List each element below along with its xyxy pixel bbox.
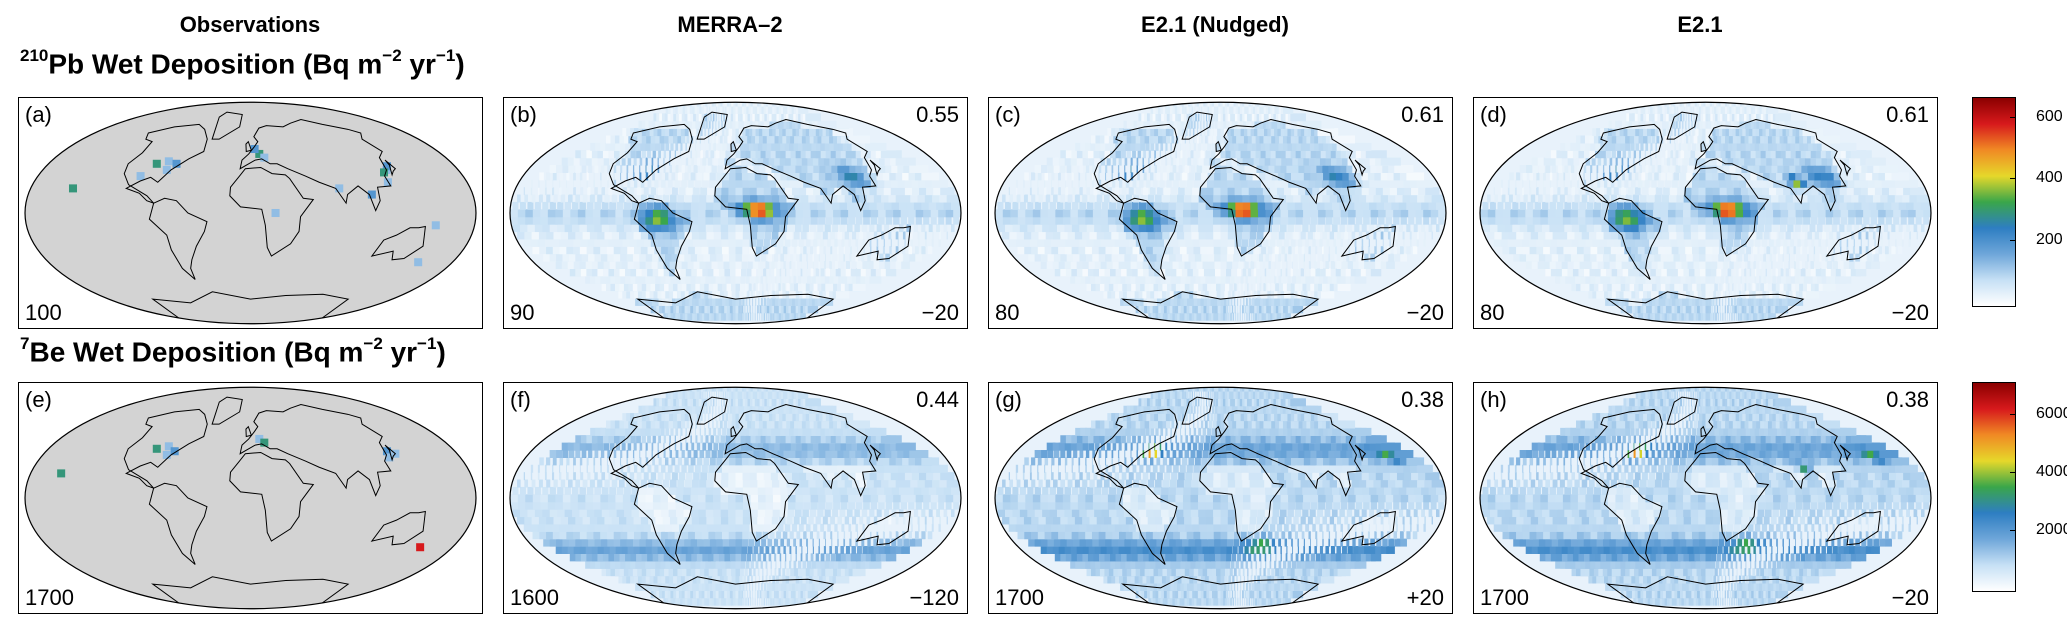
column-header-e21-nudged: E2.1 (Nudged) (1141, 12, 1289, 37)
panel-f: (f) 0.44 1600 −120 (503, 382, 968, 614)
panel-label: (d) (1480, 102, 1507, 127)
map-e21-pb (1479, 101, 1932, 325)
correlation-value: 0.38 (1886, 387, 1929, 412)
bias-value: −20 (1406, 300, 1444, 325)
pb-title-end: ) (455, 48, 465, 80)
correlation-value: 0.44 (916, 387, 959, 412)
be-isotope-number: 7 (20, 334, 30, 353)
be-title-mid: yr (382, 336, 418, 368)
be-title-exp2: −1 (417, 334, 437, 353)
map-e21-nudged-pb (994, 101, 1447, 325)
panel-a: (a) 100 (18, 97, 483, 329)
panel-h: (h) 0.38 1700 −20 (1473, 382, 1938, 614)
row-title-be7: 7Be Wet Deposition (Bq m−2 yr−1) (20, 334, 446, 368)
colorbar-pb (1972, 97, 2016, 307)
panel-label: (c) (995, 102, 1021, 127)
be-title-end: ) (436, 336, 446, 368)
global-mean: 80 (995, 300, 1020, 325)
panel-label: (b) (510, 102, 537, 127)
colorbar-be-tick-4000: 4000 (2036, 463, 2067, 480)
panel-label: (e) (25, 387, 52, 412)
column-header-e21: E2.1 (1677, 12, 1723, 37)
panel-c: (c) 0.61 80 −20 (988, 97, 1453, 329)
colorbar-be (1972, 382, 2016, 592)
pb-title-mid: yr (401, 48, 436, 80)
global-mean: 100 (25, 300, 62, 325)
panel-e: (e) 1700 (18, 382, 483, 614)
bias-value: −20 (921, 300, 959, 325)
correlation-value: 0.61 (1401, 102, 1444, 127)
bias-value: −20 (1891, 300, 1929, 325)
global-mean: 1600 (510, 585, 559, 610)
pb-title-exp1: −2 (382, 46, 402, 65)
colorbar-pb-tick-400: 400 (2036, 169, 2063, 186)
be-title-exp1: −2 (363, 334, 383, 353)
map-merra2-pb (509, 101, 962, 325)
be-title-main: Be Wet Deposition (Bq m (29, 336, 364, 368)
panel-label: (h) (1480, 387, 1507, 412)
correlation-value: 0.61 (1886, 102, 1929, 127)
global-mean: 80 (1480, 300, 1505, 325)
correlation-value: 0.38 (1401, 387, 1444, 412)
panel-label: (f) (510, 387, 531, 412)
bias-value: −20 (1891, 585, 1929, 610)
panel-label: (g) (995, 387, 1022, 412)
pb-title-main: Pb Wet Deposition (Bq m (48, 48, 383, 80)
column-header-merra2: MERRA–2 (677, 12, 783, 37)
colorbar-pb-tick-200: 200 (2036, 231, 2063, 248)
colorbar-be-tick-2000: 2000 (2036, 521, 2067, 538)
colorbar-pb-tick-600: 600 (2036, 108, 2063, 125)
column-header-observations: Observations (179, 12, 321, 37)
colorbar-be-tick-6000: 6000 (2036, 405, 2067, 422)
global-mean: 1700 (25, 585, 74, 610)
map-merra2-be (509, 386, 962, 610)
map-e21-nudged-be (994, 386, 1447, 610)
global-mean: 90 (510, 300, 535, 325)
map-observations-be (24, 386, 477, 610)
panel-label: (a) (25, 102, 52, 127)
pb-title-exp2: −1 (435, 46, 456, 65)
panel-b: (b) 0.55 90 −20 (503, 97, 968, 329)
row-title-pb210: 210Pb Wet Deposition (Bq m−2 yr−1) (20, 46, 465, 80)
panel-g: (g) 0.38 1700 +20 (988, 382, 1453, 614)
pb-isotope-number: 210 (20, 46, 49, 65)
correlation-value: 0.55 (916, 102, 959, 127)
map-e21-be (1479, 386, 1932, 610)
bias-value: −120 (909, 585, 959, 610)
map-observations-pb (24, 101, 477, 325)
global-mean: 1700 (995, 585, 1044, 610)
bias-value: +20 (1406, 585, 1444, 610)
panel-d: (d) 0.61 80 −20 (1473, 97, 1938, 329)
global-mean: 1700 (1480, 585, 1529, 610)
